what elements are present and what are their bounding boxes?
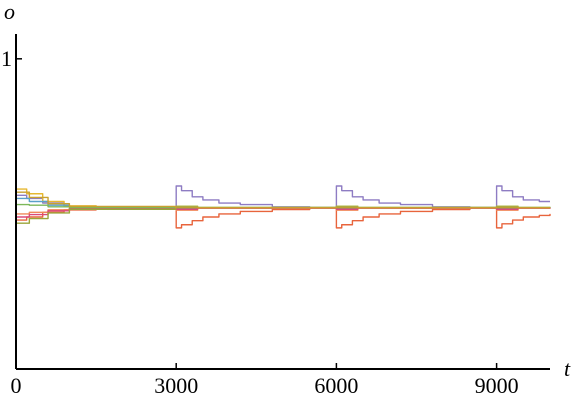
x-ticks: 0 3000 6000 9000	[11, 363, 519, 398]
y-ticks: 1	[1, 46, 22, 71]
series-layer	[16, 185, 551, 229]
series-line-1	[16, 185, 550, 209]
series-line-3	[16, 188, 551, 209]
x-tick-label: 0	[11, 373, 22, 398]
y-axis-label: o	[4, 0, 15, 24]
x-tick-label: 6000	[314, 373, 358, 398]
x-axis-label: t	[564, 356, 571, 381]
x-tick-label: 3000	[154, 373, 198, 398]
series-line-2	[16, 207, 551, 229]
series-line-9	[16, 191, 550, 209]
x-tick-label: 9000	[475, 373, 519, 398]
y-tick-label: 1	[1, 46, 12, 71]
